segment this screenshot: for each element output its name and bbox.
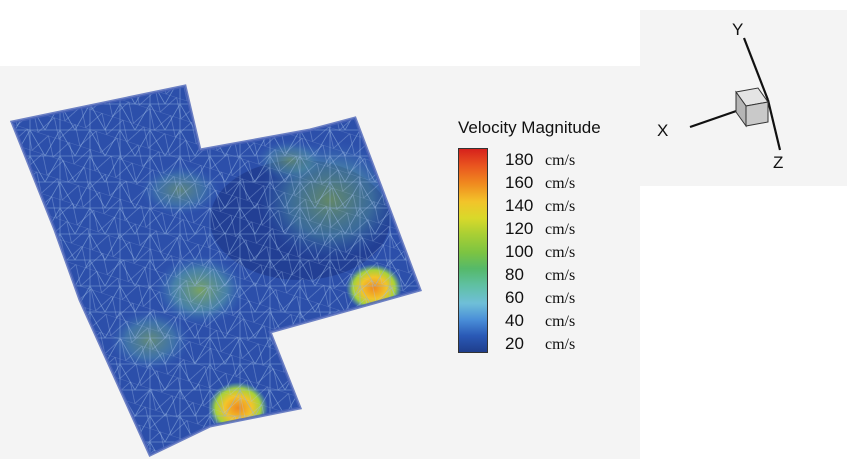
legend-unit: cm/s [545, 198, 576, 215]
legend-colorbar [458, 148, 488, 353]
x-axis-label: X [657, 121, 669, 140]
legend-entry: 160 cm/s [505, 173, 575, 193]
legend-entry: 20 cm/s [505, 334, 575, 354]
y-axis-label: Y [732, 20, 744, 39]
legend-entry: 100 cm/s [505, 242, 575, 262]
legend-unit: cm/s [545, 221, 576, 238]
legend-unit: cm/s [545, 336, 576, 353]
orientation-cube [735, 87, 769, 128]
legend-entry: 120 cm/s [505, 219, 575, 239]
legend-entry: 80 cm/s [505, 265, 575, 285]
legend-unit: cm/s [545, 313, 576, 330]
legend-title: Velocity Magnitude [458, 118, 601, 137]
legend-value: 160 [505, 173, 534, 192]
legend-value: 100 [505, 242, 534, 261]
legend-value: 80 [505, 265, 524, 284]
z-axis-line [766, 99, 782, 151]
axes-triad [689, 37, 782, 151]
legend-entry: 40 cm/s [505, 311, 575, 331]
legend-value: 180 [505, 150, 534, 169]
legend-value: 140 [505, 196, 534, 215]
y-axis-line [742, 37, 770, 101]
legend-value: 120 [505, 219, 534, 238]
velocity-field-mesh [9, 84, 422, 458]
legend-unit: cm/s [545, 152, 576, 169]
legend-unit: cm/s [545, 267, 576, 284]
legend-unit: cm/s [545, 175, 576, 192]
legend-entry: 60 cm/s [505, 288, 575, 308]
legend-value: 20 [505, 334, 524, 353]
legend-value: 40 [505, 311, 524, 330]
legend-unit: cm/s [545, 290, 576, 307]
legend-entry: 140 cm/s [505, 196, 575, 216]
legend-value: 60 [505, 288, 524, 307]
legend-unit: cm/s [545, 244, 576, 261]
legend-entry: 180 cm/s [505, 150, 575, 170]
z-axis-label: Z [773, 153, 784, 172]
